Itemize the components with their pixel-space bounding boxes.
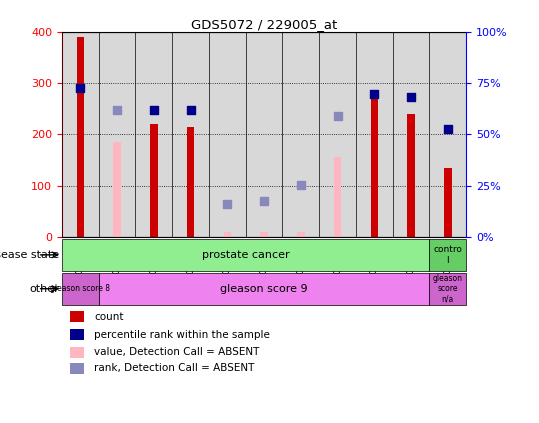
Bar xyxy=(430,239,466,271)
Text: other: other xyxy=(30,284,59,294)
Point xyxy=(76,85,85,91)
Point xyxy=(296,181,305,188)
Point xyxy=(113,106,121,113)
Text: contro
l: contro l xyxy=(433,245,462,264)
Bar xyxy=(393,32,430,237)
Bar xyxy=(282,32,319,237)
Text: percentile rank within the sample: percentile rank within the sample xyxy=(94,330,270,340)
Text: gleason score 8: gleason score 8 xyxy=(50,284,110,293)
Text: rank, Detection Call = ABSENT: rank, Detection Call = ABSENT xyxy=(94,363,255,374)
Bar xyxy=(70,329,84,340)
Bar xyxy=(62,32,99,237)
Title: GDS5072 / 229005_at: GDS5072 / 229005_at xyxy=(191,18,337,30)
Bar xyxy=(260,232,268,237)
Bar xyxy=(70,347,84,357)
Point xyxy=(149,106,158,113)
Bar xyxy=(113,142,121,237)
Point xyxy=(370,91,379,98)
Bar xyxy=(99,273,430,305)
Text: prostate cancer: prostate cancer xyxy=(202,250,289,260)
Bar xyxy=(150,124,157,237)
Text: gleason
score
n/a: gleason score n/a xyxy=(433,274,463,304)
Bar xyxy=(187,126,194,237)
Bar xyxy=(444,168,452,237)
Bar xyxy=(371,99,378,237)
Bar xyxy=(407,114,415,237)
Bar xyxy=(172,32,209,237)
Bar xyxy=(224,232,231,237)
Point xyxy=(333,113,342,119)
Bar xyxy=(209,32,246,237)
Bar xyxy=(430,32,466,237)
Bar xyxy=(246,32,282,237)
Text: gleason score 9: gleason score 9 xyxy=(220,284,308,294)
Bar xyxy=(70,363,84,374)
Bar xyxy=(430,273,466,305)
Bar xyxy=(62,273,99,305)
Bar xyxy=(135,32,172,237)
Point xyxy=(186,106,195,113)
Point xyxy=(260,198,268,204)
Bar xyxy=(356,32,393,237)
Point xyxy=(444,126,452,132)
Text: count: count xyxy=(94,312,124,322)
Bar xyxy=(319,32,356,237)
Bar xyxy=(334,157,341,237)
Bar xyxy=(99,32,135,237)
Bar xyxy=(70,311,84,322)
Point xyxy=(223,201,232,207)
Bar xyxy=(297,232,305,237)
Bar xyxy=(77,37,84,237)
Text: disease state: disease state xyxy=(0,250,59,260)
Point xyxy=(407,94,416,101)
Text: value, Detection Call = ABSENT: value, Detection Call = ABSENT xyxy=(94,347,260,357)
